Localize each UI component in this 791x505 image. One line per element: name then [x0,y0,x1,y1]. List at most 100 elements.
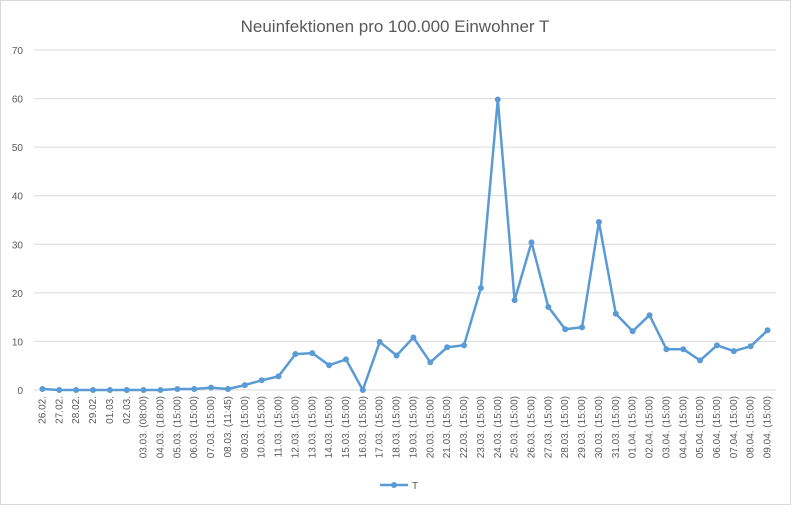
x-tick-label: 05.04. (15:00) [695,396,706,458]
data-point [579,324,586,331]
legend-marker [391,482,397,488]
y-tick-label: 50 [12,143,24,154]
y-tick-label: 0 [17,386,23,397]
data-point [629,328,636,335]
data-point [157,387,164,393]
x-tick-label: 01.04. (15:00) [628,396,639,458]
legend-label: T [412,481,418,492]
data-point [680,346,687,353]
data-point [123,387,130,393]
x-tick-label: 22.03. (15:00) [459,396,470,458]
data-point [595,218,602,225]
data-point [376,338,383,345]
x-tick-label: 29.02. [88,396,99,424]
x-tick-label: 05.03. (15:00) [172,396,183,458]
x-tick-label: 10.03. (15:00) [257,396,268,458]
y-axis-tick-labels: 0 10 20 30 40 50 60 70 [12,46,24,397]
data-point [511,297,518,304]
data-point [663,346,670,353]
data-point [359,387,366,393]
x-tick-label: 27.03. (15:00) [543,396,554,458]
x-tick-label: 08.03. (11:45) [223,396,234,458]
x-tick-label: 07.03. (15:00) [206,396,217,458]
data-point [747,343,754,350]
data-point [292,351,299,358]
data-point [275,373,282,380]
x-tick-label: 09.03. (15:00) [240,396,251,458]
x-tick-label: 06.04. (15:00) [712,396,723,458]
data-point [444,344,451,351]
data-point [241,382,248,389]
y-tick-label: 20 [12,289,24,300]
y-tick-label: 30 [12,240,24,251]
data-point [106,387,113,393]
x-tick-label: 19.03. (15:00) [408,396,419,458]
data-point [342,356,349,363]
data-point [477,285,484,291]
data-point [612,310,619,317]
data-point [39,386,46,393]
x-tick-label: 28.03. (15:00) [560,396,571,458]
gridlines [34,49,776,391]
x-tick-label: 28.02. [71,396,82,424]
data-point [208,384,215,391]
x-tick-label: 21.03. (15:00) [442,396,453,458]
y-tick-label: 10 [12,337,24,348]
x-tick-label: 27.02. [54,396,65,424]
legend: T [380,481,418,492]
x-tick-label: 26.02. [37,396,48,424]
x-tick-label: 18.03. (15:00) [392,396,403,458]
x-tick-label: 20.03. (15:00) [425,396,436,458]
data-point [258,377,265,384]
data-point [461,342,468,349]
x-tick-label: 09.04. (15:00) [763,396,774,458]
data-point [427,359,434,366]
data-point [494,96,501,103]
data-point [90,387,97,393]
data-point [730,348,737,355]
data-point [764,327,771,334]
data-point [393,352,400,359]
data-point [545,303,552,310]
x-tick-label: 04.03. (18:00) [155,396,166,458]
x-axis-tick-labels: 26.02. 27.02. 28.02. 29.02. 01.03. 02.03. 03.0… [37,396,773,458]
data-point [697,357,704,364]
x-tick-label: 26.03. (15:00) [526,396,537,458]
x-tick-label: 31.03. (15:00) [611,396,622,458]
x-tick-label: 07.04. (15:00) [729,396,740,458]
data-point [174,386,181,393]
data-point [73,387,80,393]
series-group [39,96,771,393]
data-point [309,350,316,357]
x-tick-label: 30.03. (15:00) [594,396,605,458]
x-tick-label: 24.03. (15:00) [493,396,504,458]
data-point [528,239,535,246]
data-point [224,386,231,393]
data-point [713,342,720,349]
x-tick-label: 29.03. (15:00) [577,396,588,458]
data-point [140,387,147,393]
x-tick-label: 02.03. [122,396,133,424]
x-tick-label: 03.03. (08:00) [139,396,150,458]
x-tick-label: 04.04. (15:00) [678,396,689,458]
x-tick-label: 13.03. (15:00) [307,396,318,458]
x-tick-label: 03.04. (15:00) [661,396,672,458]
x-tick-label: 15.03. (15:00) [341,396,352,458]
data-point [56,387,63,393]
y-tick-label: 60 [12,95,24,106]
y-tick-label: 40 [12,192,24,203]
data-point [191,386,198,393]
x-tick-label: 11.03. (15:00) [274,396,285,458]
x-tick-label: 16.03. (15:00) [358,396,369,458]
data-point [562,326,569,333]
x-tick-label: 14.03. (15:00) [324,396,335,458]
x-tick-label: 25.03. (15:00) [510,396,521,458]
chart-title: Neuinfektionen pro 100.000 Einwohner T [241,17,550,36]
y-tick-label: 70 [12,46,24,57]
x-tick-label: 08.04. (15:00) [746,396,757,458]
data-point [646,312,653,319]
x-tick-label: 02.04. (15:00) [645,396,656,458]
data-point [326,362,333,369]
